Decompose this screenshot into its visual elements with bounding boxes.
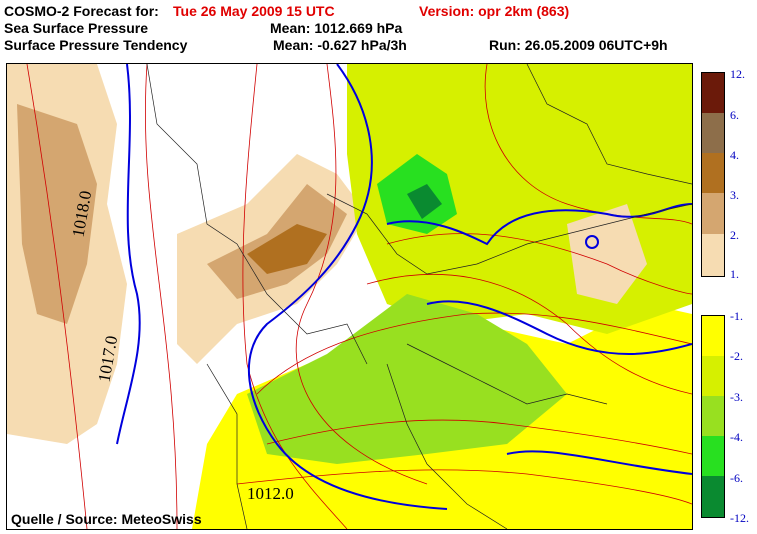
legend-swatch-4: [702, 153, 724, 193]
legend-label-2: 2.: [730, 228, 739, 242]
legend-label-3: 3.: [730, 188, 739, 202]
forecast-map: 1018.0 1017.0 1012.0 Quelle / Source: Me…: [6, 63, 693, 530]
isobar-label-1012: 1012.0: [247, 484, 294, 503]
source-credit: Quelle / Source: MeteoSwiss: [11, 511, 202, 527]
legend-swatch-minus4: [702, 436, 724, 476]
map-graphic: [7, 64, 692, 529]
legend-swatch-2: [702, 234, 724, 276]
legend-swatch-minus3: [702, 396, 724, 436]
neg-region-peak: [407, 184, 442, 219]
neg-region-mid: [247, 294, 567, 464]
mean-tendency: Mean: -0.627 hPa/3h: [273, 37, 407, 53]
legend-swatch-minus2: [702, 356, 724, 396]
legend-swatch-12: [702, 73, 724, 113]
pos-region-west-core: [17, 104, 97, 324]
forecast-prefix: COSMO-2 Forecast for:: [4, 3, 159, 19]
legend-swatch-minus1: [702, 316, 724, 356]
legend-swatch-minus6: [702, 476, 724, 517]
field-sea-surface-pressure: Sea Surface Pressure: [4, 20, 148, 36]
mean-pressure: Mean: 1012.669 hPa: [270, 20, 403, 36]
legend-swatch-6: [702, 113, 724, 153]
run-info: Run: 26.05.2009 06UTC+9h: [489, 37, 668, 53]
legend-label-minus3: -3.: [730, 390, 743, 404]
legend-label-minus2: -2.: [730, 349, 743, 363]
legend-positive-bar: [701, 72, 725, 277]
legend-label-minus1: -1.: [730, 309, 743, 323]
legend-label-4: 4.: [730, 148, 739, 162]
legend-label-6: 6.: [730, 108, 739, 122]
field-pressure-tendency: Surface Pressure Tendency: [4, 37, 188, 53]
legend-negative-bar: [701, 315, 725, 518]
legend-swatch-3: [702, 193, 724, 234]
forecast-date: Tue 26 May 2009 15 UTC: [173, 3, 335, 19]
legend-label-minus12: -12.: [730, 511, 749, 525]
legend-label-1: 1.: [730, 267, 739, 281]
legend-label-minus6: -6.: [730, 471, 743, 485]
model-version: Version: opr 2km (863): [419, 3, 570, 19]
legend-label-12: 12.: [730, 67, 745, 81]
legend-label-minus4: -4.: [730, 430, 743, 444]
pos-region-central-peak: [247, 224, 327, 274]
